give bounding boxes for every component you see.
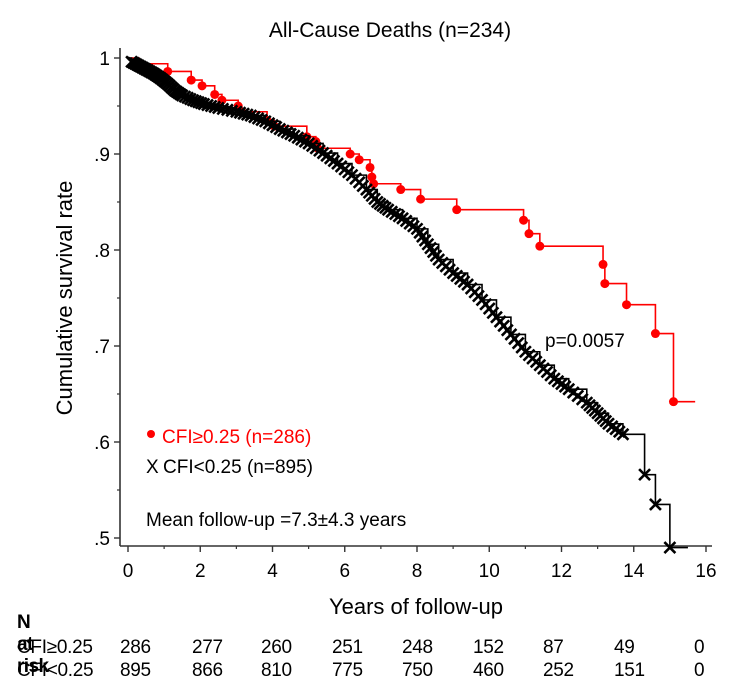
risk-cell: 252 bbox=[543, 660, 574, 681]
event-marker-dot bbox=[197, 81, 207, 91]
event-marker-dot bbox=[452, 205, 462, 215]
x-tick-label: 14 bbox=[623, 561, 645, 582]
risk-cell: 895 bbox=[120, 660, 151, 681]
event-marker-x bbox=[255, 113, 269, 127]
series-layer bbox=[125, 55, 696, 555]
risk-cell: 151 bbox=[614, 660, 645, 681]
event-marker-x bbox=[616, 427, 630, 441]
event-marker-dot bbox=[365, 162, 375, 172]
y-tick-label: .9 bbox=[94, 145, 110, 166]
x-tick-label: 6 bbox=[339, 561, 350, 582]
risk-table-title: N at risk bbox=[17, 612, 49, 677]
risk-cell: 0 bbox=[694, 637, 705, 658]
event-marker-dot bbox=[416, 194, 426, 204]
event-marker-x bbox=[244, 109, 258, 123]
event-marker-dot bbox=[650, 329, 660, 339]
x-tick-label: 0 bbox=[123, 561, 134, 582]
event-marker-dot bbox=[354, 155, 364, 165]
risk-cell: 750 bbox=[402, 660, 433, 681]
event-marker-x bbox=[273, 122, 287, 136]
legend-dot-marker bbox=[147, 430, 155, 438]
risk-row-label: CFI≥0.25 bbox=[17, 637, 93, 658]
risk-row-label: CFI<0.25 bbox=[17, 660, 94, 681]
y-axis-label: Cumulative survival rate bbox=[52, 181, 77, 416]
legend: CFI≥0.25 (n=286) X CFI<0.25 (n=895) bbox=[146, 427, 313, 478]
x-axis-label: Years of follow-up bbox=[329, 594, 503, 619]
event-marker-dot bbox=[598, 259, 608, 269]
event-marker-dot bbox=[186, 75, 196, 85]
y-tick-label: 1 bbox=[99, 49, 110, 70]
risk-cell: 286 bbox=[120, 637, 151, 658]
event-marker-dot bbox=[396, 185, 406, 195]
event-marker-dot bbox=[668, 397, 678, 407]
event-marker-x bbox=[240, 108, 254, 122]
risk-cell: 866 bbox=[192, 660, 223, 681]
event-marker-dot bbox=[519, 215, 529, 225]
event-marker-dot bbox=[524, 229, 534, 239]
event-marker-dot bbox=[535, 241, 545, 251]
risk-cell: 152 bbox=[473, 637, 504, 658]
risk-cell: 251 bbox=[332, 637, 363, 658]
x-tick-label: 12 bbox=[551, 561, 572, 582]
event-marker-dot bbox=[345, 149, 355, 159]
chart-title: All-Cause Deaths (n=234) bbox=[269, 19, 511, 42]
y-tick-label: .8 bbox=[94, 241, 110, 262]
legend-entry-cfi-low: CFI<0.25 (n=895) bbox=[163, 457, 313, 478]
event-marker-x bbox=[280, 125, 294, 139]
x-tick-label: 4 bbox=[267, 561, 278, 582]
risk-cell: 810 bbox=[261, 660, 292, 681]
event-marker-x bbox=[649, 497, 662, 511]
risk-cell: 87 bbox=[543, 637, 564, 658]
legend-x-marker: X bbox=[146, 457, 159, 478]
risk-cell: 248 bbox=[402, 637, 433, 658]
x-tick-label: 16 bbox=[695, 561, 716, 582]
risk-cell: 460 bbox=[473, 660, 504, 681]
x-tick-label: 2 bbox=[195, 561, 206, 582]
event-marker-x bbox=[248, 110, 261, 124]
series-cfi-low bbox=[125, 55, 688, 555]
risk-cell: 0 bbox=[694, 660, 705, 681]
event-marker-x bbox=[663, 541, 677, 555]
x-tick-label: 10 bbox=[479, 561, 500, 582]
y-tick-label: .6 bbox=[94, 433, 110, 454]
risk-cell: 277 bbox=[192, 637, 223, 658]
risk-cell: 775 bbox=[332, 660, 363, 681]
legend-entry-cfi-high: CFI≥0.25 (n=286) bbox=[162, 427, 311, 448]
risk-cell: 260 bbox=[261, 637, 292, 658]
event-marker-x bbox=[284, 127, 297, 141]
x-tick-label: 8 bbox=[412, 561, 423, 582]
mean-follow-up-annotation: Mean follow-up =7.3±4.3 years bbox=[146, 510, 406, 531]
event-marker-x bbox=[251, 112, 265, 125]
p-value-annotation: p=0.0057 bbox=[545, 331, 625, 352]
event-marker-x bbox=[276, 124, 290, 138]
event-marker-dot bbox=[210, 89, 220, 99]
axes: .5.6.7.8.910 2 4 6 8 10 12 14 16 bbox=[94, 48, 717, 582]
event-marker-dot bbox=[622, 300, 632, 310]
event-marker-dot bbox=[600, 279, 610, 289]
event-marker-x bbox=[638, 468, 652, 482]
y-tick-label: .5 bbox=[94, 529, 110, 550]
risk-cell: 49 bbox=[614, 637, 635, 658]
y-tick-label: .7 bbox=[94, 337, 110, 358]
